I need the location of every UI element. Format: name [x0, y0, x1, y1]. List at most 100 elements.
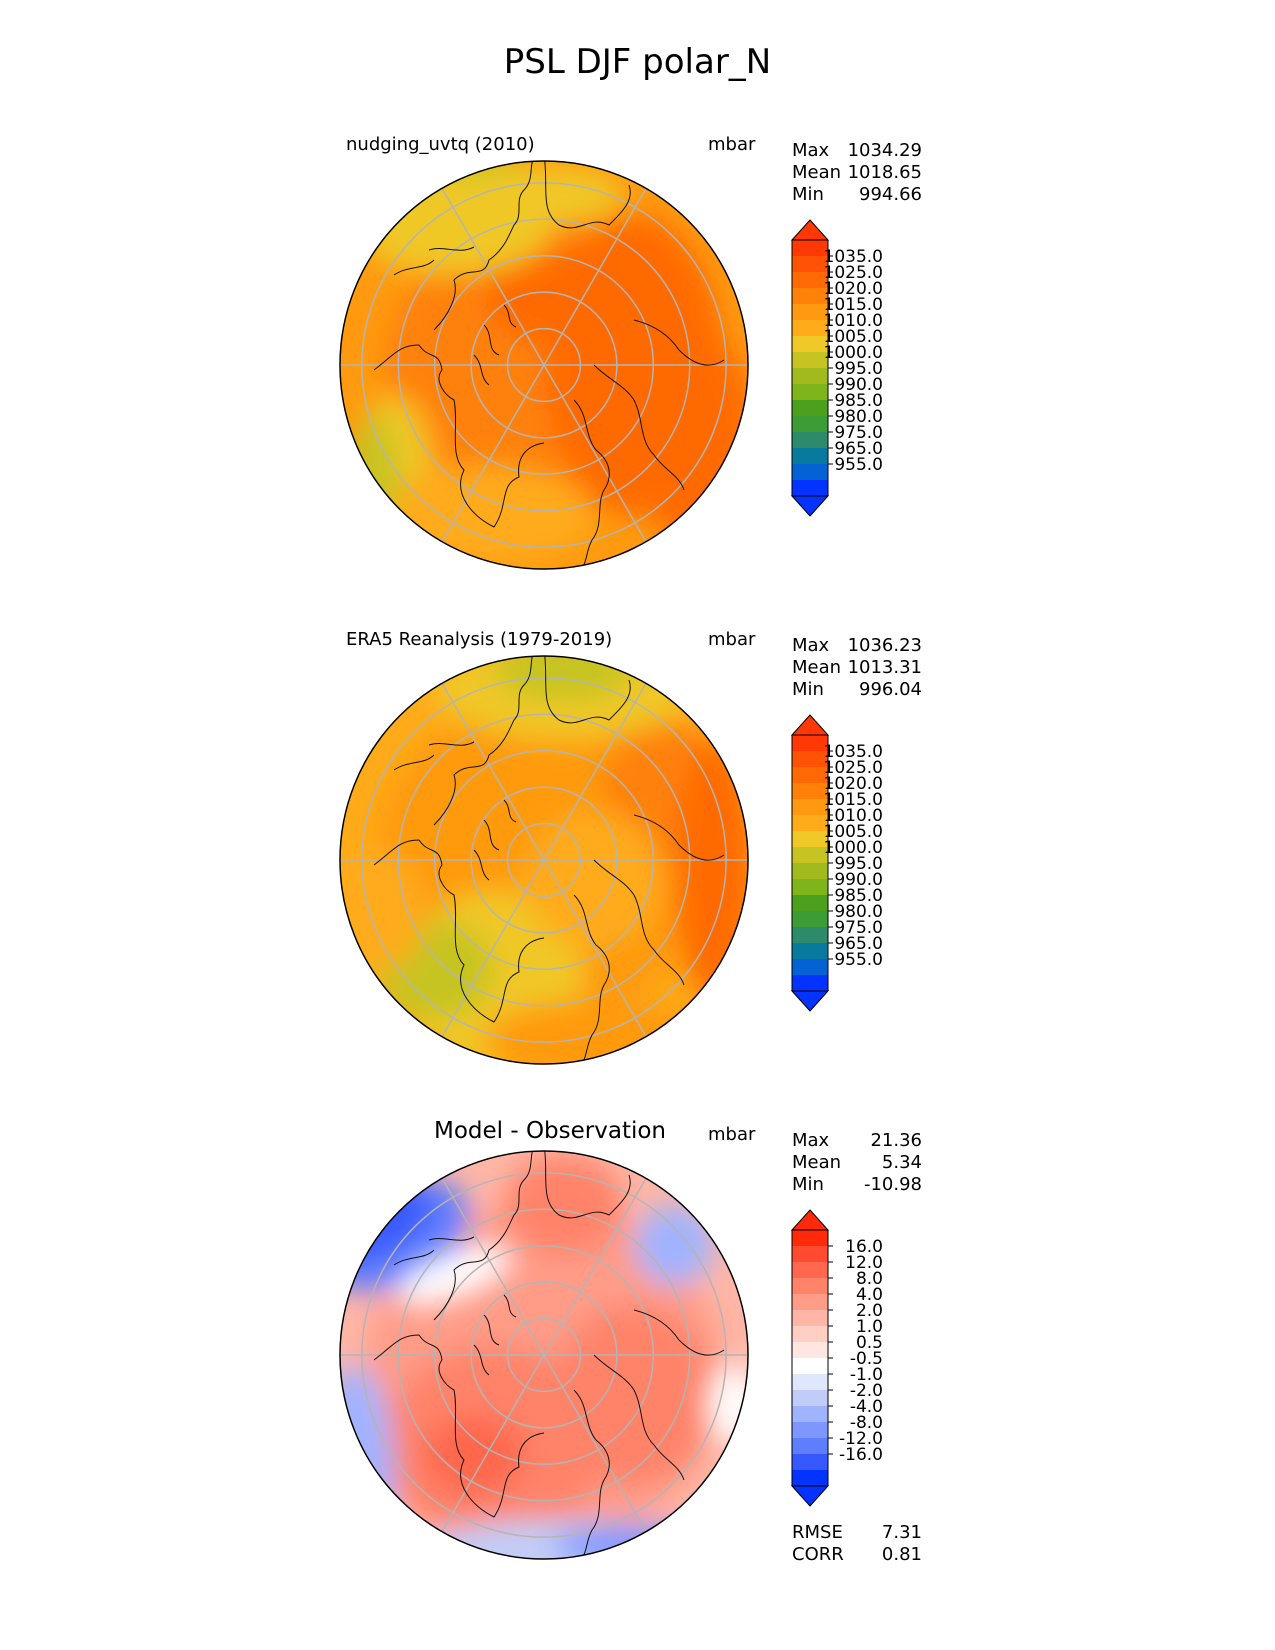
colorbar-segment [792, 815, 828, 832]
colorbar-tick-label: -16.0 [839, 1445, 883, 1465]
map-boundary [339, 160, 749, 570]
colorbar-tick-label: -2.0 [850, 1381, 883, 1401]
graticule [340, 182, 748, 548]
meridian-line [543, 364, 647, 543]
colorbar-tick-label: 1020.0 [824, 279, 883, 299]
colorbar-extend-min [790, 1485, 830, 1507]
coastline [543, 161, 631, 229]
polar-map [339, 1150, 749, 1560]
colorbar-segment [792, 320, 828, 337]
stat-max-value: 21.36 [870, 1130, 922, 1151]
coastline [393, 1236, 475, 1266]
meridian-line [441, 682, 545, 861]
meridian-line [441, 364, 545, 543]
coastline [593, 1354, 685, 1481]
colorbar-tick-label: 1005.0 [824, 822, 883, 842]
colorbar-segment [792, 336, 828, 353]
field-region [504, 1155, 624, 1255]
colorbar: 1035.01025.01020.01015.01010.01005.01000… [790, 714, 883, 1012]
meridian-line [441, 859, 545, 1038]
colorbar-segment [792, 911, 828, 928]
meridian-line [543, 187, 647, 366]
field-region [464, 165, 624, 225]
polar-map [339, 160, 749, 570]
colorbar-extend-max [790, 714, 830, 736]
colorbar-segment [792, 480, 828, 497]
meridian-line [441, 1354, 545, 1533]
colorbar-tick-label: 975.0 [834, 423, 883, 443]
panel-title: ERA5 Reanalysis (1979-2019) [346, 629, 613, 650]
units-label: mbar [708, 134, 756, 155]
colorbar-extend-min [790, 990, 830, 1012]
colorbar-segment [792, 767, 828, 784]
coastline [373, 839, 545, 1023]
colorbar-segment [792, 927, 828, 944]
coastline [393, 741, 475, 771]
colorbar-tick-label: 2.0 [856, 1301, 883, 1321]
coastlines [373, 656, 725, 1064]
coastlines [373, 161, 725, 569]
graticule [340, 1172, 748, 1538]
colorbar-segment [792, 1422, 828, 1439]
colorbar-tick-label: 985.0 [834, 391, 883, 411]
stat-mean-label: Mean [792, 1152, 842, 1173]
stat-mean-value: 1018.65 [847, 162, 922, 183]
stat-max-value: 1036.23 [847, 635, 922, 656]
colorbar-segment [792, 368, 828, 385]
stat-max-label: Max [792, 1130, 830, 1151]
colorbar-segment [792, 464, 828, 481]
colorbar-segment [792, 1294, 828, 1311]
colorbar-segment [792, 1470, 828, 1487]
colorbar-extend-max [790, 1209, 830, 1231]
colorbar-segment [792, 1454, 828, 1471]
colorbar-segment [792, 863, 828, 880]
colorbar-segment [792, 288, 828, 305]
coastline [473, 1294, 517, 1376]
colorbar-tick-label: 4.0 [856, 1285, 883, 1305]
panel-title: Model - Observation [433, 1118, 667, 1144]
colorbar-tick-label: 0.5 [856, 1333, 883, 1353]
colorbar-tick-label: 1015.0 [824, 295, 883, 315]
coastline [433, 656, 535, 826]
stat-max-label: Max [792, 140, 830, 161]
stat-rmse-label: RMSE [792, 1522, 843, 1543]
colorbar-segment [792, 847, 828, 864]
colorbar-segment [792, 304, 828, 321]
map-field [340, 161, 748, 569]
colorbar-tick-label: 990.0 [834, 375, 883, 395]
units-label: mbar [708, 1124, 756, 1145]
meridian-line [441, 1177, 545, 1356]
colorbar-segment [792, 799, 828, 816]
field-region [397, 1247, 511, 1303]
colorbar-segment [792, 1374, 828, 1391]
colorbar-segment [792, 735, 828, 752]
field-region [424, 1415, 524, 1495]
colorbar-tick-label: 1.0 [856, 1317, 883, 1337]
colorbar-segment [792, 895, 828, 912]
stat-mean-value: 5.34 [881, 1152, 922, 1173]
panel-difference: Model - Observation mbar Max 21.36 Mean 5.… [0, 1118, 1275, 1620]
colorbar-segment [792, 256, 828, 273]
coastline [593, 859, 685, 986]
units-label: mbar [708, 629, 756, 650]
colorbar-segment [792, 432, 828, 449]
colorbar-tick-label: 1010.0 [824, 311, 883, 331]
colorbar-segment [792, 1342, 828, 1359]
coastline [433, 161, 535, 331]
colorbar-segment [792, 959, 828, 976]
colorbar-segment [792, 1406, 828, 1423]
error-stats-block: RMSE 7.31 CORR 0.81 [792, 1522, 922, 1566]
colorbar-tick-label: -12.0 [839, 1429, 883, 1449]
field-region [524, 810, 664, 950]
coastline [573, 894, 610, 1064]
map-boundary [339, 1150, 749, 1560]
colorbar-tick-label: 1025.0 [824, 263, 883, 283]
figure-title: PSL DJF polar_N [503, 42, 772, 82]
stat-mean-value: 1013.31 [847, 657, 922, 678]
stat-min-value: 994.66 [859, 184, 922, 205]
stat-max-label: Max [792, 635, 830, 656]
field-shading [340, 1155, 748, 1559]
colorbar-tick-label: 1020.0 [824, 774, 883, 794]
colorbar: 16.012.08.04.02.01.00.5-0.5-1.0-2.0-4.0-… [790, 1209, 883, 1507]
graticule [340, 677, 748, 1043]
